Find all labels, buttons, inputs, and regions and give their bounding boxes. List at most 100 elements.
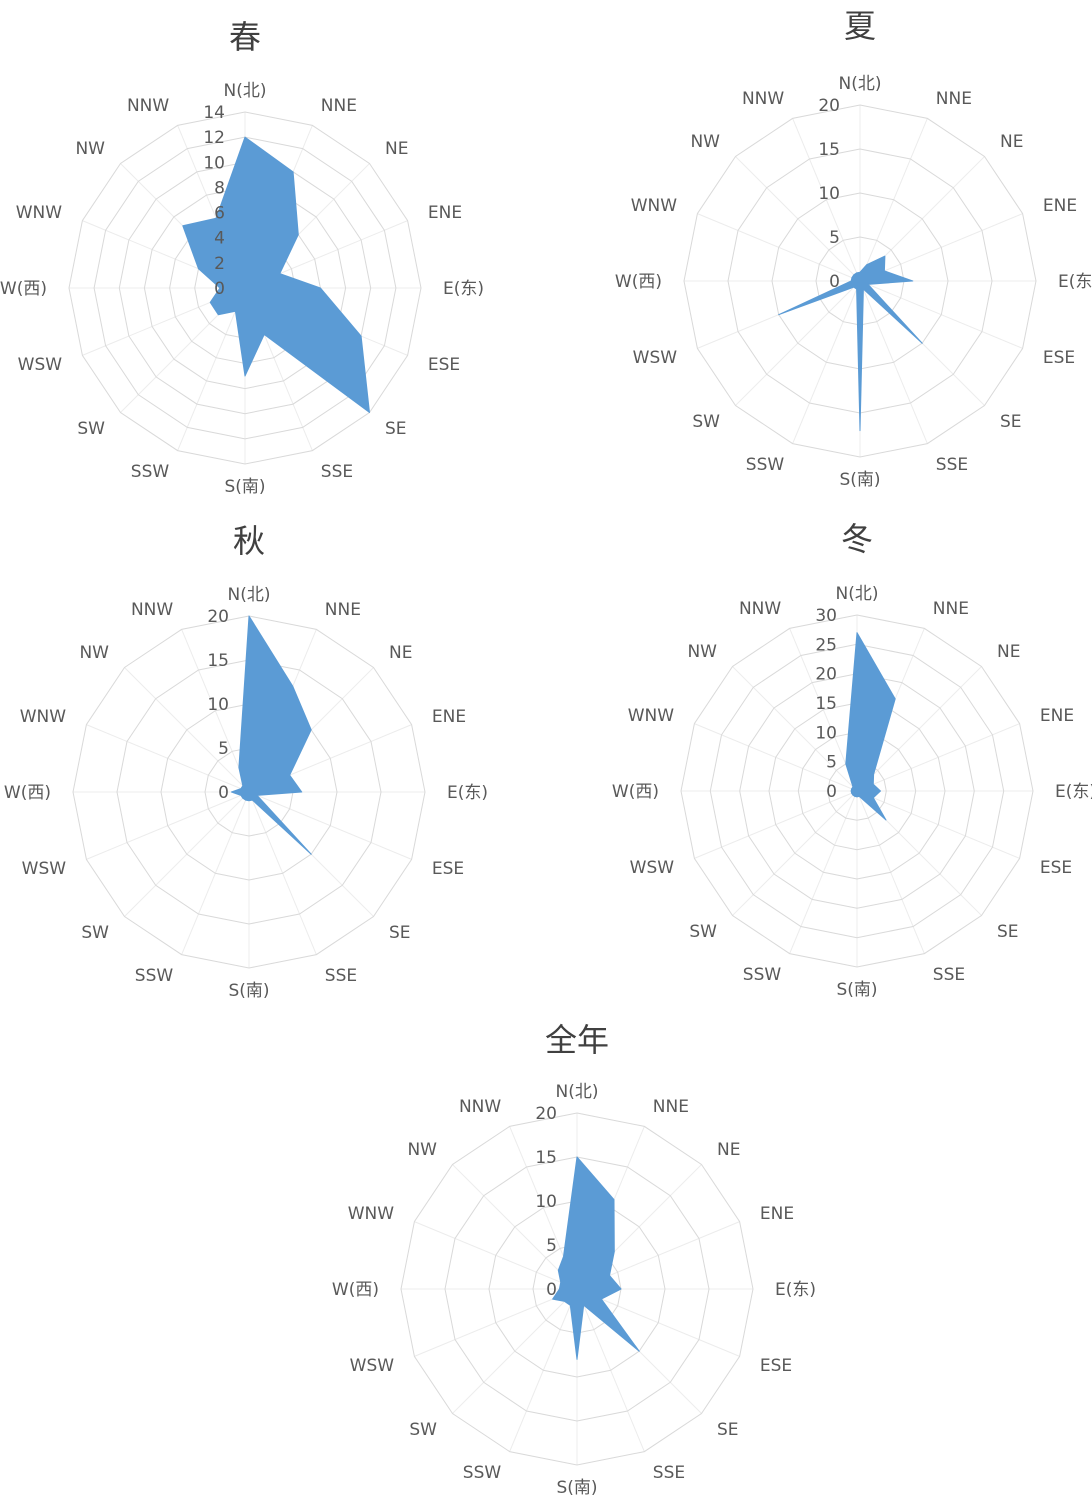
radial-tick-label: 4 (214, 229, 225, 249)
radial-axis-line (177, 287, 246, 451)
direction-label: SW (77, 419, 105, 439)
direction-label: NNW (131, 600, 173, 620)
direction-label: NNW (739, 599, 781, 619)
wind-rose-summer: 夏 0 5 10 15 20N(北) NNE NE ENE E(东) ESE SE SSE S(南) SSW… (615, 7, 1092, 490)
direction-label: NW (690, 132, 720, 152)
direction-label: WNW (16, 203, 63, 223)
grid-ring (680, 614, 1034, 968)
direction-label: N(北) (556, 1082, 599, 1102)
direction-label: ENE (428, 203, 462, 223)
radial-tick-label: 20 (818, 96, 840, 116)
direction-label: N(北) (836, 584, 879, 604)
radial-tick-label: 0 (218, 783, 229, 803)
radial-tick-label: 10 (207, 695, 229, 715)
series-area (845, 632, 896, 821)
direction-label: WSW (350, 1356, 395, 1376)
direction-label: WSW (633, 348, 678, 368)
series-area (182, 136, 370, 413)
direction-label: ESE (1043, 348, 1075, 368)
grid-ring (160, 703, 338, 881)
radial-tick-label: 25 (815, 635, 837, 655)
radial-tick-label: 20 (207, 607, 229, 627)
direction-label: WNW (20, 707, 67, 727)
grid-ring (118, 161, 372, 415)
grid-ring (116, 659, 382, 925)
radial-tick-label: 5 (826, 753, 837, 773)
wind-rose-annual: 全年 0 5 10 15 20N(北) NNE NE ENE E(东) ESE SE SSE S(南) SS… (332, 1021, 816, 1495)
direction-label: NW (75, 139, 105, 159)
direction-label: SW (409, 1420, 437, 1440)
radial-tick-label: 20 (815, 665, 837, 685)
direction-label: S(南) (556, 1478, 597, 1495)
direction-label: N(北) (839, 74, 882, 94)
direction-label: S(南) (224, 477, 265, 497)
radial-tick-label: 15 (818, 140, 840, 160)
radial-tick-label: 0 (214, 279, 225, 299)
direction-label: SW (692, 412, 720, 432)
direction-label: ENE (1040, 706, 1074, 726)
direction-label: E(东) (775, 1280, 816, 1300)
direction-label: NW (79, 643, 109, 663)
direction-label: SE (389, 923, 411, 943)
direction-label: SSE (321, 462, 353, 482)
grid-ring (444, 1156, 710, 1422)
radial-tick-label: 14 (203, 103, 225, 123)
direction-label: ENE (432, 707, 466, 727)
direction-label: WSW (18, 355, 63, 375)
radial-tick-label: 10 (203, 153, 225, 173)
radial-tick-label: 0 (829, 272, 840, 292)
direction-label: SE (1000, 412, 1022, 432)
grid-ring (709, 643, 1005, 939)
direction-label: NE (997, 642, 1020, 662)
direction-label: NNW (127, 96, 169, 116)
grid-ring (93, 136, 397, 440)
radial-tick-label: 30 (815, 606, 837, 626)
direction-label: WNW (348, 1204, 395, 1224)
grid-ring (768, 702, 946, 880)
direction-label: W(西) (612, 782, 659, 802)
grid-ring (739, 673, 975, 909)
direction-label: S(南) (228, 981, 269, 1001)
radial-tick-label: 5 (829, 228, 840, 248)
direction-label: SSW (131, 462, 170, 482)
grid-ring (68, 111, 422, 465)
chart-title: 冬 (841, 520, 873, 558)
direction-label: WNW (628, 706, 675, 726)
radial-tick-label: 10 (815, 723, 837, 743)
direction-label: NE (385, 139, 408, 159)
radial-tick-label: 0 (546, 1280, 557, 1300)
grid-ring (400, 1112, 754, 1466)
grid-ring (827, 761, 887, 821)
direction-label: E(东) (1055, 782, 1092, 802)
grid-ring (797, 731, 917, 851)
grid-ring (683, 104, 1037, 458)
radial-tick-label: 15 (207, 651, 229, 671)
direction-label: ESE (432, 859, 464, 879)
direction-label: SSE (936, 455, 968, 475)
chart-title: 夏 (844, 7, 876, 45)
direction-label: NE (389, 643, 412, 663)
direction-label: SSW (463, 1463, 502, 1483)
direction-label: SE (717, 1420, 739, 1440)
direction-label: NNW (459, 1097, 501, 1117)
direction-label: E(东) (1058, 272, 1092, 292)
direction-label: E(东) (447, 783, 488, 803)
wind-rose-autumn: 秋 0 5 10 15 20N(北) NNE NE ENE E(东) ESE SE SSE S(南) SSW… (4, 522, 488, 1001)
radial-tick-label: 8 (214, 178, 225, 198)
chart-title: 春 (229, 18, 261, 56)
direction-label: NE (1000, 132, 1023, 152)
grid-ring (143, 186, 347, 390)
direction-label: N(北) (228, 585, 271, 605)
radial-tick-label: 15 (535, 1148, 557, 1168)
direction-label: WNW (631, 196, 678, 216)
direction-label: N(北) (224, 81, 267, 101)
direction-label: SSE (325, 966, 357, 986)
direction-label: W(西) (0, 279, 47, 299)
direction-label: NNE (933, 599, 969, 619)
direction-label: WSW (22, 859, 67, 879)
grid-ring (72, 615, 426, 969)
direction-label: SSE (653, 1463, 685, 1483)
direction-label: SSW (746, 455, 785, 475)
direction-label: SSE (933, 965, 965, 985)
